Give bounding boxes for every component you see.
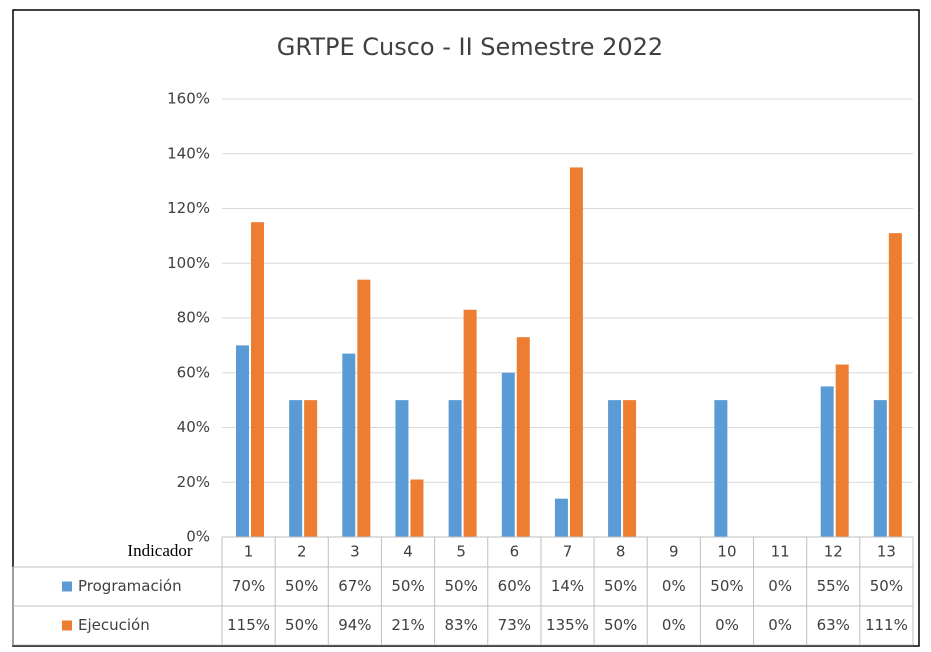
table-cell: 55%	[817, 577, 850, 595]
x-tick-label: 12	[824, 543, 843, 561]
bar	[835, 364, 849, 537]
table-cell: 50%	[285, 616, 318, 634]
x-tick-label: 6	[510, 543, 520, 561]
table-cell: 50%	[391, 577, 424, 595]
y-tick-label: 20%	[177, 473, 210, 491]
table-cell: 0%	[768, 616, 792, 634]
bar	[714, 400, 728, 537]
x-tick-label: 2	[297, 543, 307, 561]
table-cell: 0%	[715, 616, 739, 634]
y-tick-label: 80%	[177, 309, 210, 327]
legend-key	[62, 581, 72, 592]
bar	[888, 233, 902, 537]
table-cell: 94%	[338, 616, 371, 634]
x-tick-label: 8	[616, 543, 626, 561]
table-cell: 70%	[232, 577, 265, 595]
y-tick-label: 100%	[167, 254, 210, 272]
bar	[820, 386, 834, 537]
bar	[304, 400, 318, 537]
legend-label: Programación	[78, 577, 182, 595]
y-tick-label: 120%	[167, 199, 210, 217]
table-cell: 115%	[227, 616, 270, 634]
table-cell: 50%	[604, 577, 637, 595]
y-tick-label: 0%	[186, 528, 210, 546]
table-cell: 50%	[710, 577, 743, 595]
table-cell: 83%	[445, 616, 478, 634]
bar	[236, 345, 249, 537]
table-cell: 135%	[546, 616, 589, 634]
table-cell: 111%	[865, 616, 908, 634]
table-cell: 60%	[498, 577, 531, 595]
x-tick-label: 3	[350, 543, 360, 561]
table-cell: 63%	[817, 616, 850, 634]
bar	[342, 353, 356, 537]
x-tick-label: 1	[244, 543, 254, 561]
x-tick-label: 10	[717, 543, 736, 561]
bar	[569, 167, 583, 537]
table-cell: 0%	[662, 616, 686, 634]
bar	[357, 279, 371, 537]
bar	[623, 400, 637, 537]
table-cell: 50%	[285, 577, 318, 595]
table-cell: 0%	[662, 577, 686, 595]
legend-label: Ejecución	[78, 616, 150, 634]
legend-key	[62, 620, 72, 631]
y-tick-label: 140%	[167, 144, 210, 162]
table-cell: 0%	[768, 577, 792, 595]
table-header: Indicador	[127, 541, 192, 560]
bar	[554, 498, 568, 537]
y-tick-label: 60%	[177, 363, 210, 381]
table-cell: 14%	[551, 577, 584, 595]
x-tick-label: 11	[771, 543, 790, 561]
table-cell: 21%	[391, 616, 424, 634]
x-tick-label: 7	[563, 543, 573, 561]
table-cell: 50%	[445, 577, 478, 595]
bar	[516, 337, 530, 537]
x-tick-label: 5	[456, 543, 466, 561]
table-cell: 50%	[604, 616, 637, 634]
table-cell: 67%	[338, 577, 371, 595]
bar	[251, 222, 264, 537]
bar	[608, 400, 622, 537]
y-tick-label: 160%	[167, 90, 210, 108]
bar	[463, 309, 477, 537]
x-tick-label: 9	[669, 543, 679, 561]
y-tick-label: 40%	[177, 418, 210, 436]
bar	[448, 400, 462, 537]
bar	[501, 372, 515, 537]
table-cell: 50%	[870, 577, 903, 595]
bar	[395, 400, 409, 537]
table-cell: 73%	[498, 616, 531, 634]
x-tick-label: 13	[877, 543, 896, 561]
bar	[873, 400, 887, 537]
x-tick-label: 4	[403, 543, 413, 561]
chart-title: GRTPE Cusco - II Semestre 2022	[277, 33, 663, 61]
bar	[410, 479, 424, 537]
bar	[289, 400, 303, 537]
